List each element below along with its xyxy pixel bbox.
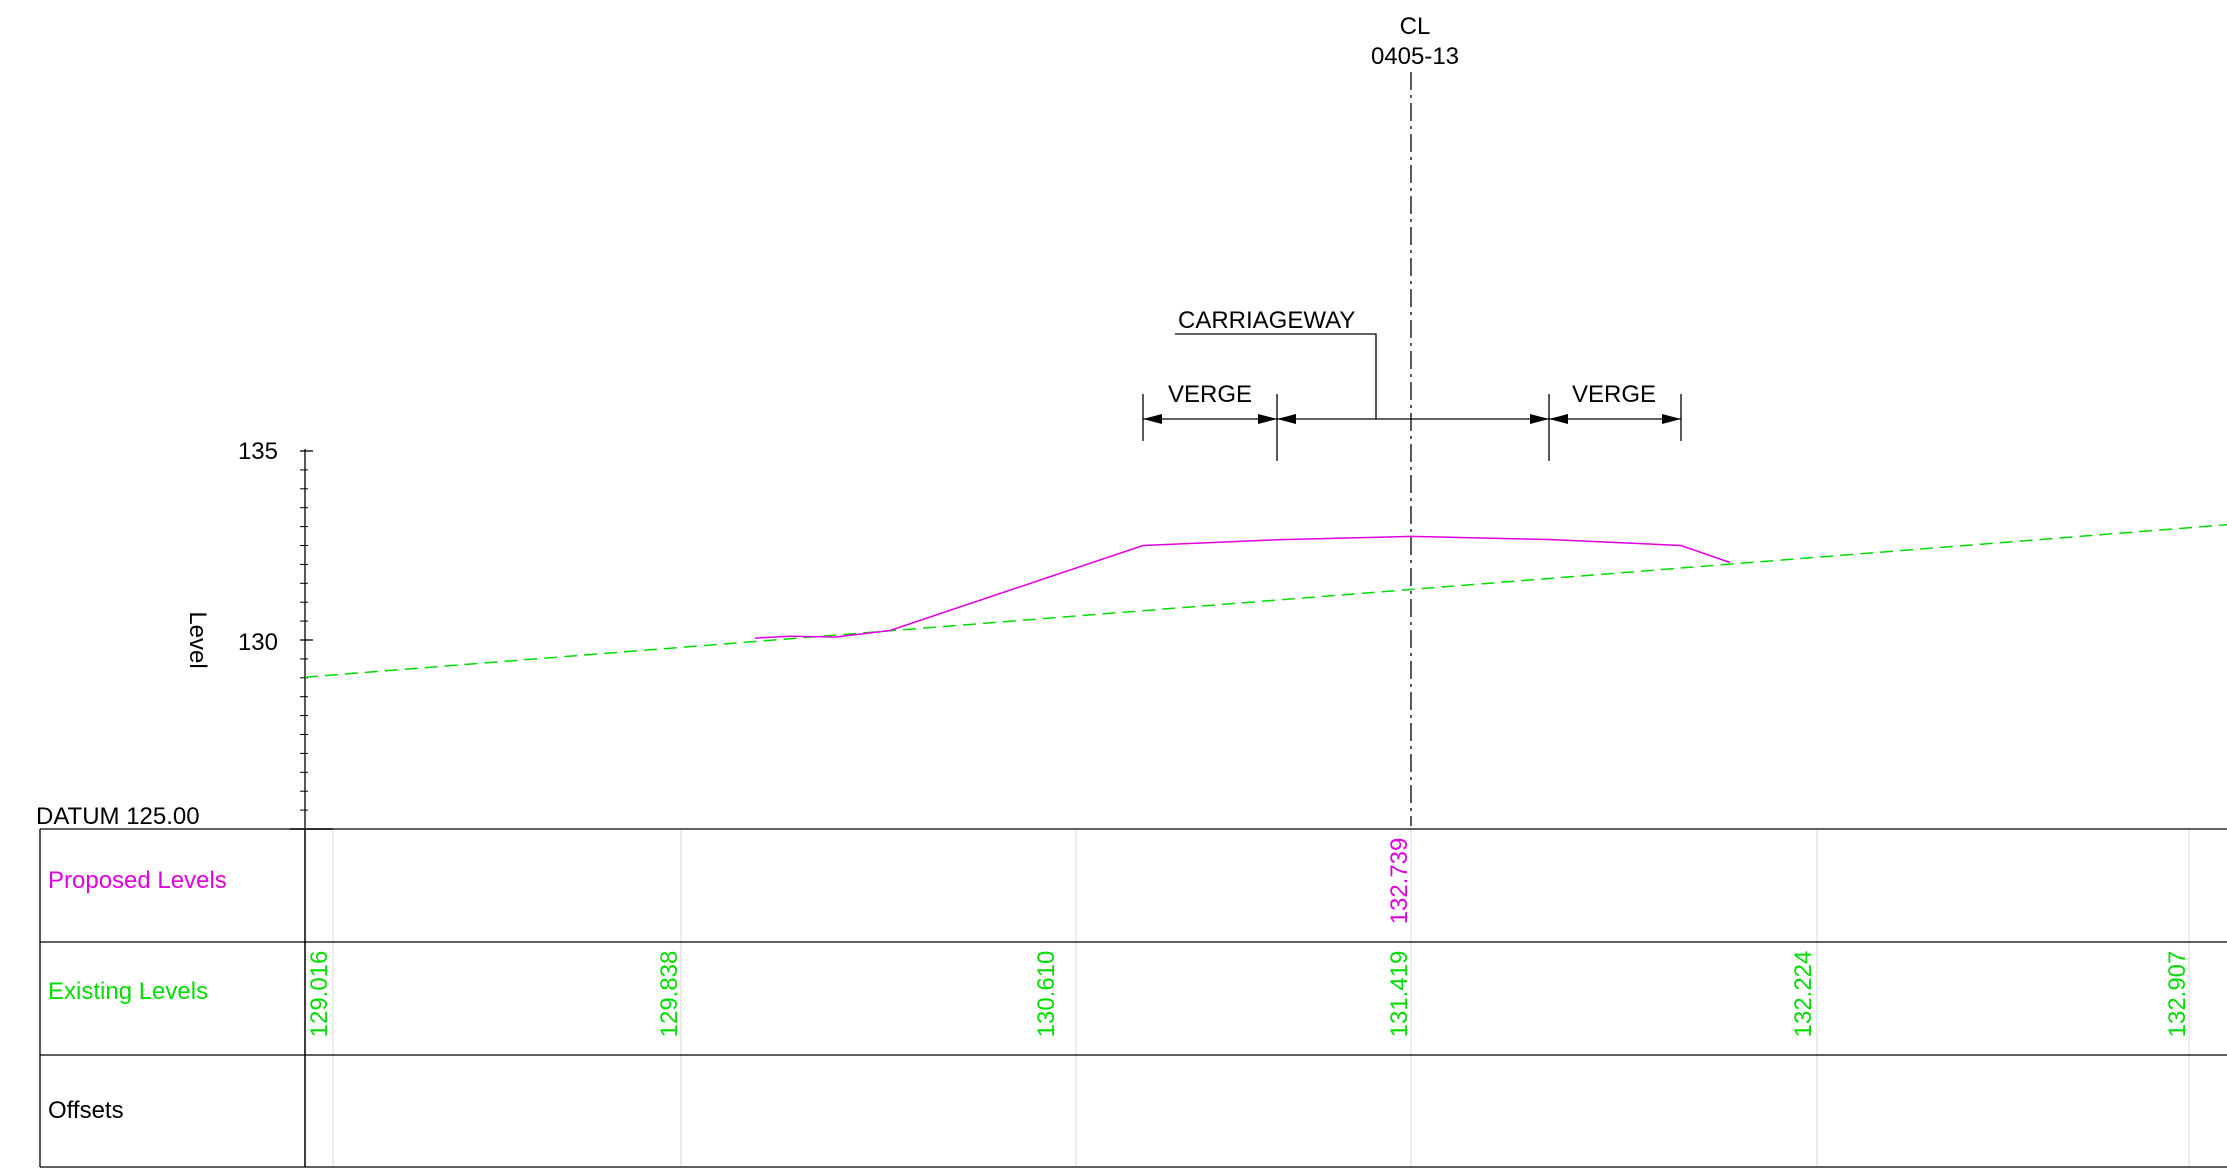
existing-level-value: 132.907: [2164, 951, 2191, 1038]
axis-tick-label: 135: [238, 438, 278, 465]
centerline-label: CL: [1400, 13, 1431, 40]
existing-level-value: 129.016: [306, 951, 333, 1038]
existing-level-value: 131.419: [1386, 951, 1413, 1038]
arrowhead: [1662, 414, 1681, 424]
dimension-annotations: CARRIAGEWAY VERGE VERGE: [1142, 307, 1682, 461]
carriageway-label: CARRIAGEWAY: [1178, 307, 1355, 334]
existing-ground-line: [304, 523, 2227, 678]
proposed-profile-line: [754, 535, 1731, 639]
axis-tick-label: 130: [238, 629, 278, 656]
arrowhead: [1549, 414, 1568, 424]
verge-right-label: VERGE: [1572, 381, 1656, 408]
existing-level-value: 129.838: [656, 951, 683, 1038]
data-table: Proposed Levels Existing Levels Offsets …: [39, 828, 2227, 1168]
carriageway-leader: [1175, 333, 1377, 419]
verge-left-label: VERGE: [1168, 381, 1252, 408]
row-label-proposed-levels: Proposed Levels: [48, 867, 227, 894]
arrowhead: [1277, 414, 1296, 424]
existing-level-value: 130.610: [1033, 951, 1060, 1038]
centerline: CL 0405-13: [1371, 13, 1459, 826]
level-axis-label: Level: [184, 611, 211, 668]
datum-label: DATUM 125.00: [36, 803, 200, 830]
level-axis: 135 130 Level DATUM 125.00: [36, 438, 313, 830]
arrowhead: [1143, 414, 1162, 424]
centerline-chainage: 0405-13: [1371, 43, 1459, 70]
arrowhead: [1258, 414, 1277, 424]
arrowhead: [1530, 414, 1549, 424]
proposed-level-value: 132.739: [1386, 838, 1413, 925]
row-label-offsets: Offsets: [48, 1097, 124, 1124]
existing-level-value: 132.224: [1790, 951, 1817, 1038]
profile-lines: [304, 523, 2227, 678]
row-label-existing-levels: Existing Levels: [48, 978, 208, 1005]
